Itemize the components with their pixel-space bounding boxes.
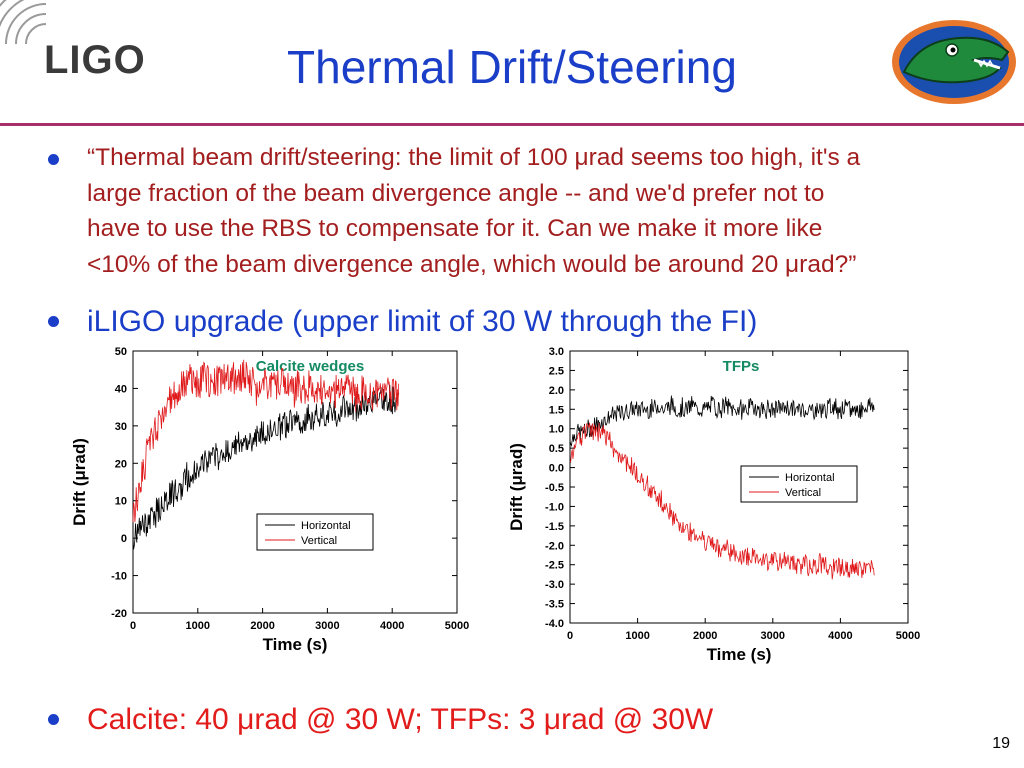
x-axis-label: Time (s)	[707, 645, 772, 664]
y-tick-label: 20	[115, 458, 127, 470]
bullet-dot-icon	[48, 714, 59, 725]
x-tick-label: 1000	[625, 630, 649, 642]
bullet-upgrade: iLIGO upgrade (upper limit of 30 W throu…	[48, 302, 757, 342]
chart-title: TFPs	[723, 358, 760, 375]
x-tick-label: 2000	[693, 630, 717, 642]
bullet-summary: Calcite: 40 μrad @ 30 W; TFPs: 3 μrad @ …	[48, 700, 713, 740]
y-tick-label: 0.5	[549, 443, 564, 455]
quote-line: have to use the RBS to compensate for it…	[87, 215, 823, 242]
page-title: Thermal Drift/Steering	[287, 41, 737, 93]
bullet-dot-icon	[48, 316, 59, 327]
y-tick-label: 1.5	[549, 404, 564, 416]
x-tick-label: 1000	[186, 620, 210, 632]
legend-box	[740, 465, 858, 503]
bullet-quote: “Thermal beam drift/steering: the limit …	[48, 140, 977, 282]
x-axis-label: Time (s)	[263, 635, 328, 654]
quote-line: large fraction of the beam divergence an…	[87, 179, 825, 207]
y-axis-label: Drift (μrad)	[70, 438, 89, 526]
x-tick-label: 4000	[380, 620, 404, 632]
bullet-upgrade-text: iLIGO upgrade (upper limit of 30 W throu…	[87, 305, 758, 338]
series-line-horizontal	[132, 384, 400, 550]
y-tick-label: 0	[121, 533, 127, 545]
y-tick-label: 1.0	[549, 424, 564, 436]
y-tick-label: -20	[111, 608, 127, 620]
gator-logo-icon	[892, 20, 1016, 104]
title-divider	[0, 123, 1024, 126]
legend-label: Vertical	[301, 535, 337, 547]
x-tick-label: 2000	[250, 620, 274, 632]
y-axis-label: Drift (μrad)	[507, 443, 526, 531]
legend-label: Horizontal	[301, 520, 351, 532]
y-tick-label: 2.0	[549, 385, 564, 397]
quote-line: <10% of the beam divergence angle, which…	[87, 250, 857, 278]
series-line-vertical	[569, 422, 875, 580]
ligo-logo-arcs-icon	[0, 0, 47, 44]
y-tick-label: -2.0	[545, 540, 564, 552]
x-tick-label: 3000	[761, 630, 785, 642]
bullet-dot-icon	[48, 154, 59, 165]
charts-area: 0 1000 2000 3000 4000 5000 -20 -10 0 10 20 30 40 50 Ti…	[70, 346, 920, 664]
page-number: 19	[992, 735, 1010, 752]
series-line-horizontal	[569, 395, 875, 448]
y-tick-label: -4.0	[545, 618, 564, 630]
quote-text: “Thermal beam drift/steering: the limit …	[87, 140, 977, 282]
y-tick-label: 3.0	[549, 346, 564, 358]
plot-frame	[132, 350, 458, 614]
y-tick-label: -1.0	[545, 501, 564, 513]
y-tick-label: 50	[115, 346, 127, 358]
legend-box	[256, 513, 374, 551]
y-tick-label: -10	[111, 571, 127, 583]
chart-calcite-wedges: 0 1000 2000 3000 4000 5000 -20 -10 0 10 20 30 40 50 Ti…	[70, 346, 469, 654]
y-tick-label: 30	[115, 421, 127, 433]
y-tick-label: 0.0	[549, 463, 564, 475]
series-line-vertical	[132, 359, 400, 523]
quote-line: “Thermal beam drift/steering: the limit …	[87, 144, 861, 171]
y-tick-label: -1.5	[545, 521, 564, 533]
x-tick-label: 3000	[315, 620, 339, 632]
x-tick-label: 0	[567, 630, 573, 642]
legend-label: Vertical	[785, 487, 821, 499]
legend-label: Horizontal	[785, 472, 835, 484]
x-tick-label: 5000	[445, 620, 469, 632]
x-tick-label: 5000	[896, 630, 920, 642]
y-tick-label: -0.5	[545, 482, 564, 494]
y-tick-label: -3.0	[545, 579, 564, 591]
y-tick-label: 2.5	[549, 365, 564, 377]
y-tick-label: 40	[115, 383, 127, 395]
bullet-summary-text: Calcite: 40 μrad @ 30 W; TFPs: 3 μrad @ …	[87, 703, 714, 736]
x-tick-label: 0	[130, 620, 136, 632]
ligo-logo: LIGO	[44, 38, 146, 82]
y-tick-label: -3.5	[545, 599, 564, 611]
chart-title: Calcite wedges	[256, 358, 364, 375]
x-tick-label: 4000	[828, 630, 852, 642]
y-tick-label: 10	[115, 496, 127, 508]
chart-tfps: 0 1000 2000 3000 4000 5000 -4.0 -3.5 -3.0 -2.5 -2.…	[507, 346, 920, 664]
y-tick-label: -2.5	[545, 560, 564, 572]
